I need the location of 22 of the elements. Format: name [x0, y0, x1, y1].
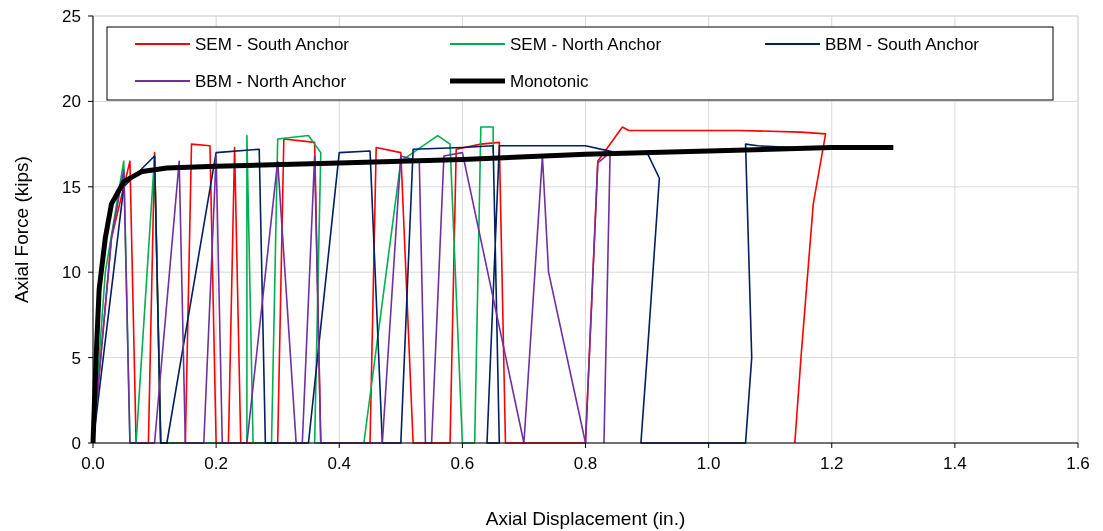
y-tick-label: 25: [62, 7, 81, 26]
x-tick-label: 1.6: [1066, 454, 1090, 473]
y-tick-label: 0: [71, 434, 81, 453]
x-tick-label: 0.6: [450, 454, 475, 473]
legend-label: SEM - North Anchor: [510, 35, 662, 54]
x-axis-title: Axial Displacement (in.): [485, 508, 686, 529]
x-tick-label: 0.2: [204, 454, 228, 473]
x-tick-label: 1.0: [696, 454, 721, 473]
y-axis-title: Axial Force (kips): [11, 156, 32, 303]
x-tick-label: 1.4: [943, 454, 967, 473]
x-tick-label: 0.4: [327, 454, 352, 473]
y-tick-label: 20: [62, 92, 81, 112]
y-tick-label: 10: [62, 263, 81, 283]
legend-label: SEM - South Anchor: [195, 35, 350, 54]
x-tick-label: 0.0: [81, 454, 105, 473]
legend-label: BBM - South Anchor: [825, 35, 980, 54]
y-tick-label: 5: [71, 348, 81, 368]
x-tick-label: 1.2: [819, 454, 844, 473]
y-tick-label: 15: [62, 177, 81, 197]
x-tick-label: 0.8: [573, 454, 598, 473]
legend-label: BBM - North Anchor: [195, 72, 347, 91]
legend-label: Monotonic: [510, 72, 589, 91]
